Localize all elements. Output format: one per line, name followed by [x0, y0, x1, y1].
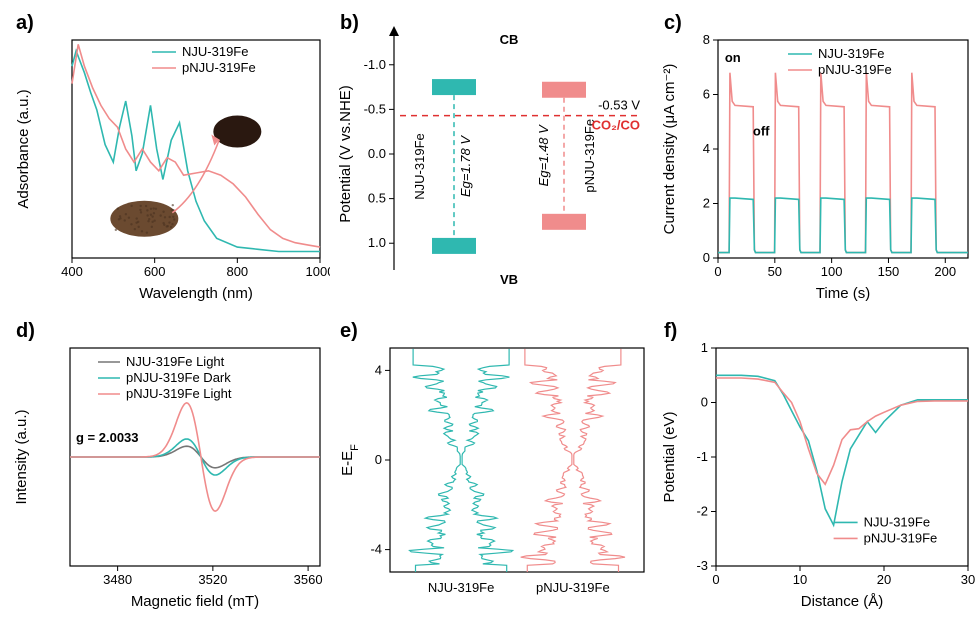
svg-text:pNJU-319Fe: pNJU-319Fe [864, 530, 938, 545]
svg-text:600: 600 [144, 264, 166, 279]
panel-f: f) 0 10 20 30 -3 -2 -1 0 1 Distance (Å) Potential … [658, 318, 978, 622]
svg-text:0.0: 0.0 [368, 146, 386, 161]
svg-text:NJU-319Fe: NJU-319Fe [864, 514, 930, 529]
svg-text:pNJU-319Fe Dark: pNJU-319Fe Dark [126, 370, 231, 385]
svg-text:-4: -4 [370, 542, 382, 557]
svg-text:VB: VB [500, 272, 518, 287]
svg-text:NJU-319Fe: NJU-319Fe [818, 46, 884, 61]
svg-text:50: 50 [768, 264, 782, 279]
svg-text:3560: 3560 [294, 572, 323, 587]
panel-d: d) 3480 3520 3560 Magnetic field (mT) Intens… [10, 318, 330, 622]
svg-text:off: off [753, 123, 770, 138]
svg-text:Distance (Å): Distance (Å) [801, 593, 884, 610]
svg-text:NJU-319Fe: NJU-319Fe [182, 44, 248, 59]
svg-text:Intensity (a.u.): Intensity (a.u.) [13, 409, 30, 504]
panel-a-label: a) [16, 12, 34, 35]
svg-text:Eg=1.48 V: Eg=1.48 V [536, 124, 551, 186]
svg-text:8: 8 [703, 32, 710, 47]
svg-text:1: 1 [701, 340, 708, 355]
svg-text:-0.53 V: -0.53 V [598, 98, 640, 113]
panel-e-svg: -4 0 4 E-EF NJU-319Fe pNJU-319Fe [334, 318, 654, 618]
svg-text:-1: -1 [696, 449, 708, 464]
svg-text:NJU-319Fe: NJU-319Fe [412, 133, 427, 199]
svg-text:0: 0 [375, 452, 382, 467]
svg-text:0: 0 [703, 250, 710, 265]
svg-text:0: 0 [712, 572, 719, 587]
svg-text:CB: CB [500, 32, 519, 47]
panel-c-label: c) [664, 12, 682, 35]
svg-text:Potential (eV): Potential (eV) [661, 412, 678, 503]
svg-text:400: 400 [61, 264, 83, 279]
panel-b-label: b) [340, 12, 359, 35]
svg-text:Magnetic field (mT): Magnetic field (mT) [131, 593, 259, 610]
svg-text:NJU-319Fe Light: NJU-319Fe Light [126, 354, 225, 369]
panel-f-label: f) [664, 320, 677, 343]
svg-text:Adsorbance (a.u.): Adsorbance (a.u.) [15, 89, 32, 208]
svg-text:E-EF: E-EF [339, 444, 361, 476]
panel-e: e) -4 0 4 E-EF NJU-319Fe pNJU-319Fe [334, 318, 654, 622]
svg-text:pNJU-319Fe: pNJU-319Fe [536, 580, 610, 595]
svg-text:3480: 3480 [103, 572, 132, 587]
panel-a-svg: 400 600 800 1000 Wavelength (nm) Adsorbance (… [10, 10, 330, 310]
svg-text:6: 6 [703, 87, 710, 102]
svg-text:1000: 1000 [306, 264, 330, 279]
svg-text:10: 10 [793, 572, 807, 587]
svg-text:NJU-319Fe: NJU-319Fe [428, 580, 494, 595]
svg-text:30: 30 [961, 572, 975, 587]
svg-text:pNJU-319Fe Light: pNJU-319Fe Light [126, 386, 232, 401]
svg-text:-1.0: -1.0 [364, 57, 386, 72]
svg-text:-3: -3 [696, 558, 708, 573]
svg-text:Eg=1.78 V: Eg=1.78 V [458, 135, 473, 197]
svg-text:2: 2 [703, 196, 710, 211]
svg-text:3520: 3520 [198, 572, 227, 587]
svg-text:4: 4 [703, 141, 710, 156]
svg-text:100: 100 [821, 264, 843, 279]
panel-e-label: e) [340, 320, 358, 343]
svg-text:CO₂/CO: CO₂/CO [592, 118, 640, 133]
svg-text:pNJU-319Fe: pNJU-319Fe [182, 60, 256, 75]
svg-text:Current density (μA cm⁻²): Current density (μA cm⁻²) [661, 64, 678, 235]
panel-b: b) -1.0 -0.5 0.0 0.5 1.0 Potential (V vs.NHE)… [334, 10, 654, 314]
panel-d-svg: 3480 3520 3560 Magnetic field (mT) Intensity… [10, 318, 330, 618]
panel-a: a) 400 600 800 1000 Wavelength (nm) Adsorbanc… [10, 10, 330, 314]
svg-text:1.0: 1.0 [368, 235, 386, 250]
svg-text:Wavelength (nm): Wavelength (nm) [139, 285, 253, 302]
svg-text:-0.5: -0.5 [364, 101, 386, 116]
svg-text:4: 4 [375, 362, 382, 377]
svg-text:150: 150 [878, 264, 900, 279]
panel-f-svg: 0 10 20 30 -3 -2 -1 0 1 Distance (Å) Potential (eV… [658, 318, 978, 618]
svg-text:Time (s): Time (s) [816, 285, 870, 302]
svg-text:0.5: 0.5 [368, 191, 386, 206]
svg-text:on: on [725, 50, 741, 65]
svg-text:200: 200 [934, 264, 956, 279]
svg-text:20: 20 [877, 572, 891, 587]
svg-text:Potential (V vs.NHE): Potential (V vs.NHE) [337, 85, 354, 223]
panel-b-svg: -1.0 -0.5 0.0 0.5 1.0 Potential (V vs.NHE) CB V… [334, 10, 654, 310]
svg-text:0: 0 [701, 395, 708, 410]
svg-text:0: 0 [714, 264, 721, 279]
panel-d-label: d) [16, 320, 35, 343]
svg-text:g = 2.0033: g = 2.0033 [76, 430, 139, 445]
svg-text:pNJU-319Fe: pNJU-319Fe [818, 62, 892, 77]
svg-text:800: 800 [226, 264, 248, 279]
svg-text:-2: -2 [696, 504, 708, 519]
figure-grid: a) 4006008001000Wavelength (nm)Adsorbanc… [0, 0, 980, 632]
panel-c-svg: 0 50 100 150 200 0 2 4 6 8 Time (s) Current density… [658, 10, 978, 310]
panel-c: c) 0 50 100 150 200 0 2 4 6 8 Time (s) Current dens… [658, 10, 978, 314]
